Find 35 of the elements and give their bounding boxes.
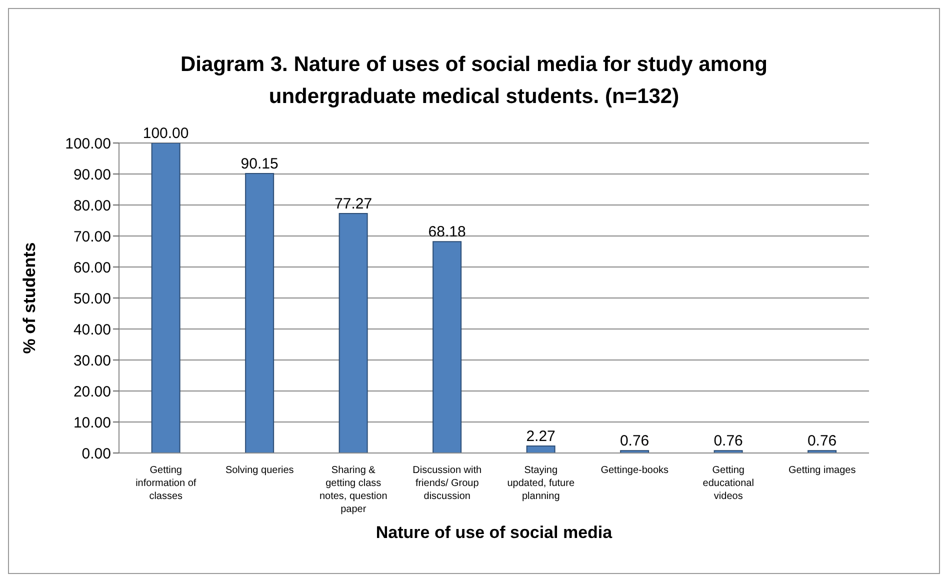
x-tick-label: Staying updated, future planning (507, 465, 575, 502)
y-tick-label: 90.00 (73, 166, 111, 184)
bar (526, 445, 556, 453)
y-tick-label: 20.00 (73, 383, 111, 400)
data-label: 77.27 (334, 195, 372, 212)
bar (338, 212, 368, 453)
x-tick-label: Getting information of classes (136, 465, 196, 502)
x-tick-label: Getting images (788, 465, 856, 476)
y-tick-label: 70.00 (73, 228, 111, 246)
x-tick-label: Getting educational videos (702, 465, 754, 502)
bar (432, 241, 462, 453)
data-label: 100.00 (142, 125, 189, 142)
y-tick-label: 0.00 (82, 445, 111, 462)
data-label: 2.27 (526, 428, 556, 445)
data-label: 90.15 (240, 156, 278, 173)
data-label: 68.18 (428, 224, 466, 241)
bar (245, 173, 274, 453)
data-label: 0.76 (714, 432, 743, 450)
y-axis-title: % of students (20, 242, 40, 354)
x-tick-label: Gettinge-books (600, 465, 669, 476)
chart-title: Diagram 3. Nature of uses of social media for study among undergraduate medical students. (n=132) (180, 52, 768, 110)
data-label: 0.76 (807, 432, 837, 450)
data-label: 0.76 (620, 432, 650, 450)
y-tick-label: 50.00 (73, 290, 111, 308)
x-tick-label: Solving queries (225, 465, 294, 476)
bar (151, 143, 180, 453)
x-tick-label: Sharing & getting class notes, question paper (319, 465, 388, 515)
y-tick-label: 60.00 (73, 259, 111, 276)
y-tick-label: 10.00 (73, 414, 111, 432)
y-tick-label: 40.00 (73, 321, 111, 338)
x-axis-title: Nature of use of social media (376, 523, 613, 542)
y-tick-label: 30.00 (73, 352, 111, 370)
x-tick-label: Discussion with friends/ Group discussion (412, 465, 482, 502)
y-tick-label: 100.00 (65, 135, 111, 152)
y-tick-label: 80.00 (73, 197, 111, 214)
